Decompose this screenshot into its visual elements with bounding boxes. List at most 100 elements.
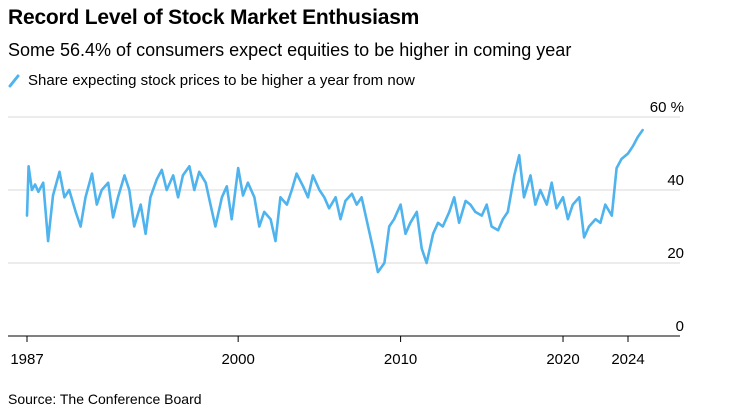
data-point — [641, 129, 644, 132]
chart-title: Record Level of Stock Market Enthusiasm — [8, 6, 420, 29]
data-point — [237, 167, 240, 170]
data-point — [117, 196, 119, 199]
data-point — [323, 196, 326, 199]
data-point — [534, 203, 537, 206]
data-point — [615, 167, 618, 170]
data-point — [545, 203, 548, 206]
x-tick-label-2024: 2024 — [611, 351, 644, 368]
x-axis-labels: 1987 2000 2010 2020 2024 — [10, 351, 644, 368]
data-point — [464, 200, 467, 202]
data-point — [497, 229, 499, 232]
data-point — [258, 225, 261, 228]
data-point — [318, 189, 321, 191]
data-point — [404, 232, 407, 235]
data-point — [253, 196, 256, 199]
data-point — [636, 136, 639, 138]
data-point — [328, 207, 331, 210]
data-point — [567, 218, 569, 221]
data-point — [112, 216, 114, 219]
x-tick-label-2010: 2010 — [384, 351, 417, 368]
data-point — [198, 170, 201, 173]
data-point — [360, 196, 363, 199]
data-point — [209, 203, 212, 206]
data-point — [420, 247, 423, 250]
data-point — [550, 181, 553, 184]
data-point — [502, 218, 504, 221]
data-point — [302, 185, 305, 188]
data-point — [149, 196, 152, 199]
data-point — [627, 152, 629, 155]
data-point — [474, 211, 477, 213]
data-point — [95, 203, 98, 206]
x-axis — [8, 335, 680, 342]
y-tick-label-40: 40 — [667, 172, 684, 189]
data-point — [631, 145, 634, 148]
data-point — [123, 174, 126, 177]
data-point — [448, 211, 451, 213]
data-point — [52, 194, 54, 197]
data-point — [539, 189, 542, 191]
x-tick-label-1987: 1987 — [10, 351, 43, 368]
data-point — [144, 232, 147, 235]
data-point — [594, 218, 597, 221]
legend-label: Share expecting stock prices to be highe… — [28, 72, 415, 89]
y-tick-label-0: 0 — [676, 318, 684, 335]
data-point — [37, 190, 40, 193]
data-point — [214, 225, 217, 228]
data-point — [42, 181, 45, 184]
y-tick-label-20: 20 — [667, 245, 684, 262]
data-point — [247, 181, 249, 184]
data-point — [432, 232, 434, 235]
data-point — [518, 154, 521, 157]
data-point — [529, 174, 532, 177]
data-point — [571, 203, 574, 206]
legend-line-swatch — [8, 74, 20, 87]
data-point — [182, 174, 184, 177]
data-point — [367, 225, 370, 228]
data-point — [458, 221, 460, 224]
data-point — [279, 196, 282, 199]
data-point — [133, 225, 136, 228]
data-point — [311, 174, 314, 177]
chart-subtitle: Some 56.4% of consumers expect equities … — [8, 40, 572, 60]
data-point — [177, 196, 179, 199]
data-point — [242, 194, 244, 197]
data-point — [100, 189, 103, 191]
data-point — [230, 218, 233, 221]
data-point — [165, 189, 168, 191]
data-point — [34, 183, 37, 186]
data-point — [295, 172, 298, 175]
data-point — [425, 262, 428, 264]
y-axis-labels: 0 20 40 60 % — [650, 99, 684, 335]
data-point — [562, 196, 564, 199]
data-point — [355, 203, 358, 206]
data-point — [172, 174, 175, 177]
data-point — [388, 225, 391, 228]
data-point — [469, 203, 472, 206]
data-point — [156, 178, 158, 180]
data-point — [334, 196, 337, 199]
data-point — [610, 214, 613, 217]
data-point — [63, 196, 66, 199]
data-point — [263, 211, 266, 213]
data-point — [578, 196, 581, 199]
source-note: Source: The Conference Board — [8, 391, 202, 407]
data-point — [620, 158, 623, 160]
data-point — [376, 271, 379, 274]
data-point — [30, 189, 33, 191]
data-point — [453, 196, 456, 199]
data-point — [307, 196, 309, 199]
data-point — [79, 225, 82, 228]
data-point — [27, 165, 30, 168]
data-point — [555, 207, 558, 210]
data-point — [26, 214, 28, 217]
data-point — [225, 185, 228, 188]
chart-legend: Share expecting stock prices to be highe… — [8, 72, 415, 89]
data-point — [74, 211, 77, 213]
data-point — [415, 211, 418, 213]
data-point — [47, 240, 50, 243]
data-point — [437, 221, 439, 224]
data-point — [583, 236, 586, 239]
data-point — [193, 189, 196, 191]
